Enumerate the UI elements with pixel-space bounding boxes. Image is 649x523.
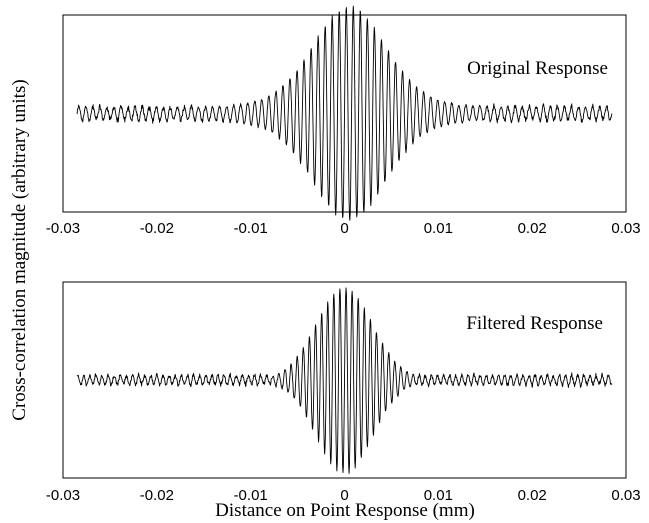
response-trace — [76, 287, 613, 474]
chart-panel-filtered: Filtered Response -0.03 -0.02 -0.01 0 0.01 0.… — [46, 281, 641, 521]
x-tick-label: -0.03 — [46, 487, 80, 504]
x-tick-label: -0.02 — [140, 220, 174, 237]
x-tick-label: 0 — [340, 487, 348, 504]
x-tick-label: 0 — [340, 220, 348, 237]
x-tick-label: 0.02 — [518, 487, 547, 504]
x-tick-label: 0.03 — [611, 220, 640, 237]
x-tick-label: -0.01 — [234, 487, 268, 504]
x-tick-label: -0.02 — [140, 487, 174, 504]
shared-y-axis-label: Cross-correlation magnitude (arbitrary u… — [9, 79, 30, 420]
x-tick-label: 0.01 — [424, 487, 453, 504]
panel-title: Filtered Response — [466, 313, 603, 334]
response-trace — [76, 5, 613, 221]
x-tick-labels: -0.03 -0.02 -0.01 0 0.01 0.02 0.03 — [46, 487, 641, 504]
x-tick-labels: -0.03 -0.02 -0.01 0 0.01 0.02 0.03 — [46, 220, 641, 237]
x-tick-label: -0.03 — [46, 220, 80, 237]
x-tick-label: 0.03 — [611, 487, 640, 504]
x-tick-label: 0.02 — [518, 220, 547, 237]
plot-frame — [62, 14, 627, 213]
x-tick-label: -0.01 — [234, 220, 268, 237]
x-tick-label: 0.01 — [424, 220, 453, 237]
panel-title: Original Response — [467, 58, 608, 79]
plot-frame — [62, 281, 627, 479]
x-axis-label: Distance on Point Response (mm) — [215, 500, 475, 521]
chart-panel-original: Original Response -0.03 -0.02 -0.01 0 0.01 0.… — [46, 5, 641, 237]
